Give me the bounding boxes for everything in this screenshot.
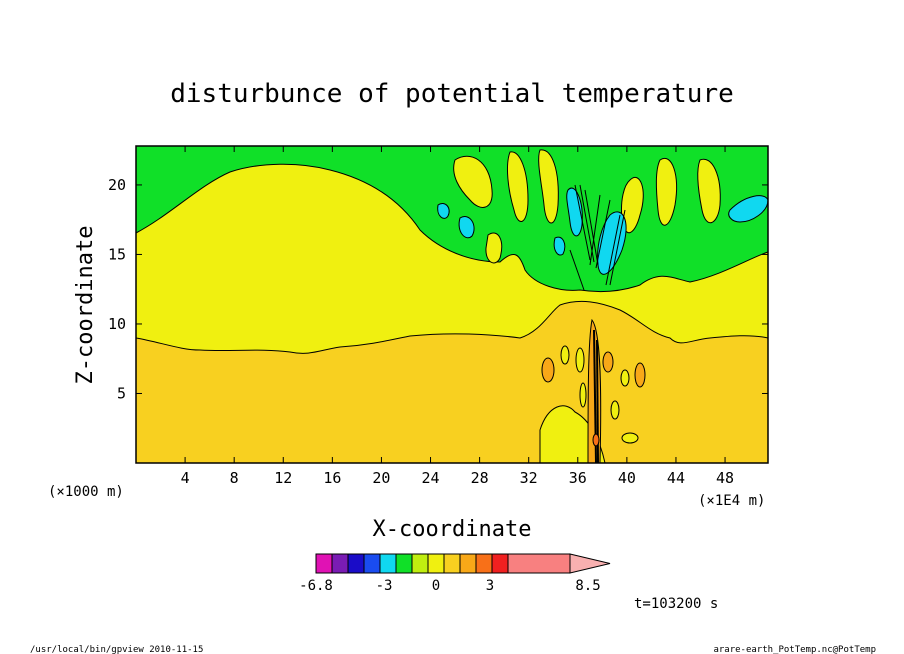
colorbar-labels: -6.8 -3 0 3 8.5	[299, 578, 601, 594]
colorbar-segment	[459, 553, 477, 574]
colorbar-segment	[475, 553, 493, 574]
chart-title: disturbunce of potential temperature	[170, 79, 734, 109]
x-tick-label: 24	[421, 469, 439, 487]
colorbar-segment	[331, 553, 349, 574]
x-tick-label: 44	[667, 469, 685, 487]
colorbar-label: 3	[486, 578, 494, 594]
x-axis-label: X-coordinate	[373, 517, 532, 542]
y-tick-label: 10	[108, 315, 126, 333]
colorbar-segment	[347, 553, 365, 574]
wave-blobs-yellow	[453, 149, 721, 264]
x-tick-label: 32	[520, 469, 538, 487]
time-label: t=103200 s	[634, 596, 718, 612]
x-unit-right: (×1E4 m)	[698, 493, 765, 509]
y-axis-label: Z-coordinate	[73, 226, 98, 385]
colorbar	[315, 553, 611, 574]
x-unit-left: (×1000 m)	[48, 484, 124, 500]
x-tick-label: 36	[569, 469, 587, 487]
x-tick-label: 16	[323, 469, 341, 487]
y-tick-label: 15	[108, 245, 126, 263]
y-tick-label: 20	[108, 176, 126, 194]
footer-left: /usr/local/bin/gpview 2010-11-15	[30, 645, 203, 654]
colorbar-label: 0	[432, 578, 440, 594]
colorbar-label: -3	[376, 578, 393, 594]
colorbar-segment	[411, 553, 429, 574]
colorbar-label: -6.8	[299, 578, 333, 594]
x-tick-label: 48	[716, 469, 734, 487]
colorbar-segment	[363, 553, 381, 574]
region-lower	[135, 300, 769, 464]
y-axis: 5 10 15 20	[108, 176, 768, 402]
x-tick-label: 28	[471, 469, 489, 487]
colorbar-segment	[491, 553, 509, 574]
footer-right: arare-earth_PotTemp.nc@PotTemp	[713, 645, 876, 654]
colorbar-label: 8.5	[575, 578, 600, 594]
x-axis: 4 8 12 16 20 24 28 32 36 40 44 48	[181, 146, 734, 487]
colorbar-segment	[427, 553, 445, 574]
colorbar-arrow	[569, 553, 611, 574]
updraft-column	[569, 184, 626, 291]
x-tick-label: 4	[181, 469, 190, 487]
colorbar-segment	[379, 553, 397, 574]
colorbar-segment	[315, 553, 333, 574]
convective-cells	[539, 318, 646, 464]
x-tick-label: 20	[372, 469, 390, 487]
x-tick-label: 40	[618, 469, 636, 487]
colorbar-segment	[395, 553, 413, 574]
plot-frame	[135, 145, 769, 464]
x-tick-label: 8	[230, 469, 239, 487]
plot-area	[135, 145, 769, 464]
x-tick-label: 12	[274, 469, 292, 487]
colorbar-segment	[443, 553, 461, 574]
colorbar-segment	[507, 553, 571, 574]
y-tick-label: 5	[117, 384, 126, 402]
